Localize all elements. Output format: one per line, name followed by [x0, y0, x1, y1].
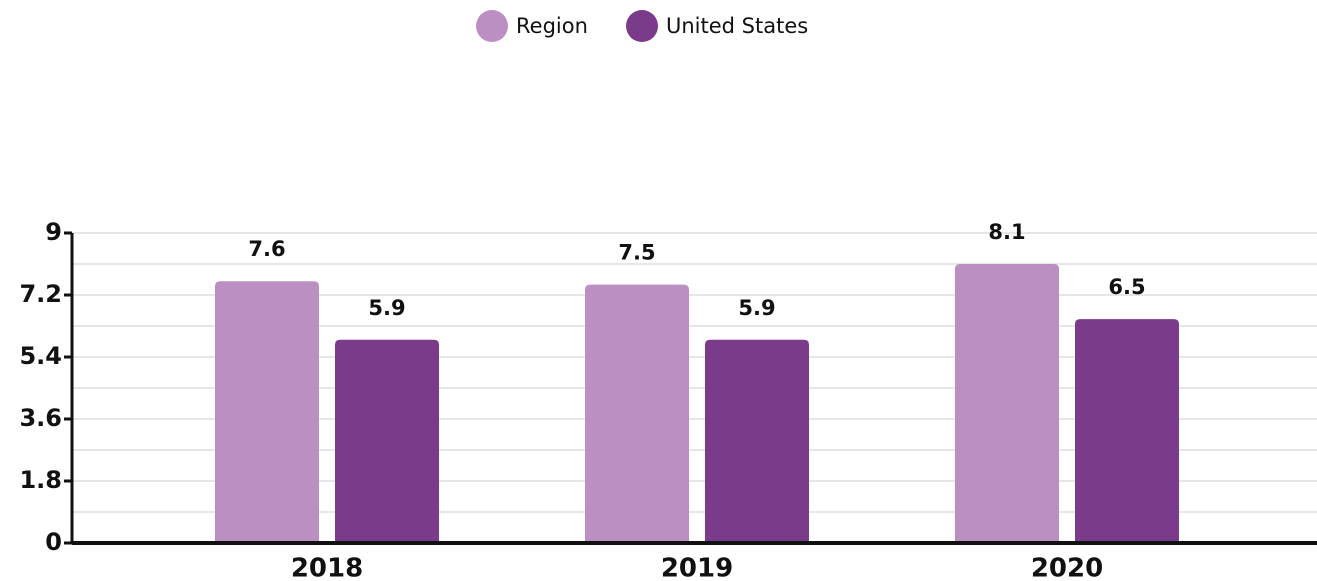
bar	[955, 264, 1059, 543]
y-tick-label: 5.4	[19, 342, 62, 370]
y-tick-label: 3.6	[19, 404, 62, 432]
legend-swatch	[626, 10, 658, 42]
legend-label: Region	[516, 14, 588, 38]
legend-swatch	[476, 10, 508, 42]
value-label: 7.6	[248, 237, 285, 261]
bar	[585, 284, 689, 543]
x-tick-label: 2018	[291, 554, 363, 581]
bar	[705, 339, 809, 543]
y-tick-label: 7.2	[19, 280, 62, 308]
x-tick-label: 2019	[661, 554, 733, 581]
value-label: 5.9	[738, 296, 775, 320]
value-label: 7.5	[618, 241, 655, 265]
bar	[1075, 319, 1179, 543]
value-label: 5.9	[368, 296, 405, 320]
y-tick-label: 0	[45, 528, 62, 556]
bar	[215, 281, 319, 543]
bar	[335, 339, 439, 543]
legend-label: United States	[666, 14, 808, 38]
x-tick-label: 2020	[1031, 554, 1103, 581]
value-label: 6.5	[1108, 275, 1145, 299]
value-label: 8.1	[988, 220, 1025, 244]
y-tick-label: 1.8	[19, 466, 62, 494]
y-tick-label: 9	[45, 218, 62, 246]
